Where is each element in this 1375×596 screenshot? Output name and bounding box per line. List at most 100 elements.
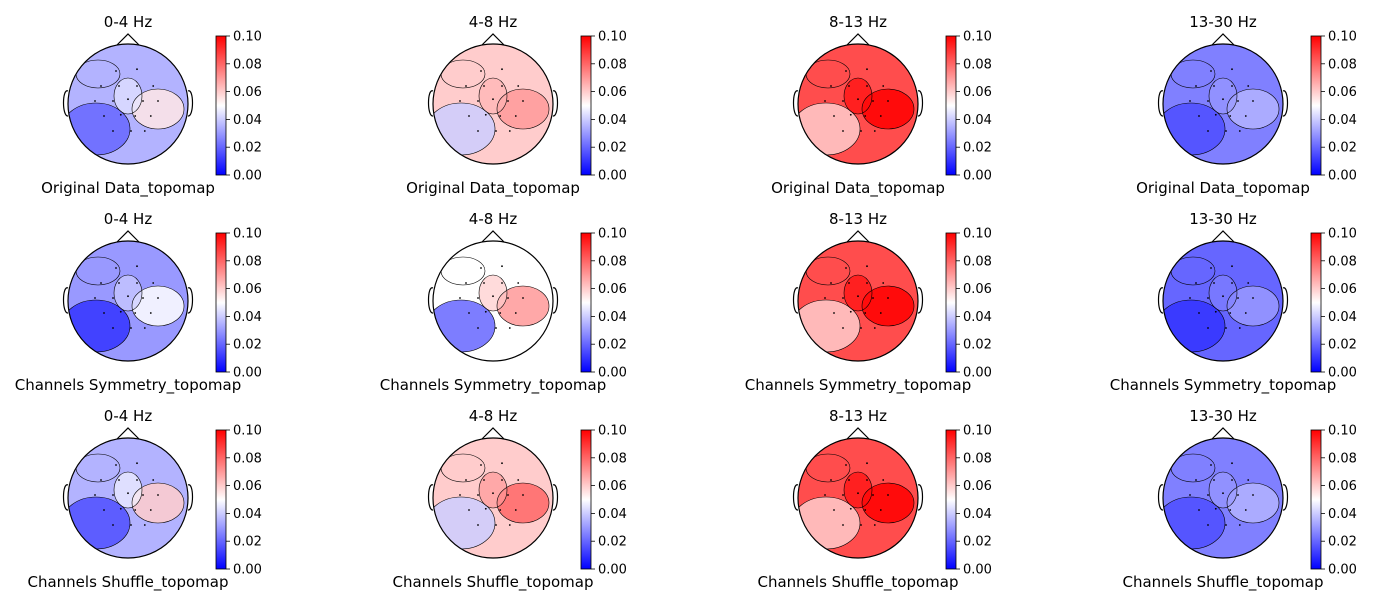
sensor-dot xyxy=(830,479,832,481)
contour-line xyxy=(1208,77,1238,115)
colorbar-tick-label: 0.02 xyxy=(963,338,992,353)
sensor-dot xyxy=(517,85,520,87)
sensor-dot xyxy=(842,494,844,496)
sensor-dot xyxy=(130,524,132,526)
sensor-dot xyxy=(149,312,152,314)
topomap-center-region xyxy=(844,275,872,311)
row-label: Original Data_topomap xyxy=(1136,179,1310,198)
sensor-dot xyxy=(1231,68,1233,71)
sensor-dot xyxy=(119,113,122,116)
contour-line xyxy=(861,482,915,524)
contour-line xyxy=(496,482,550,524)
sensor-dot xyxy=(833,509,835,511)
sensor-dot xyxy=(112,524,114,526)
right-ear-outline xyxy=(1282,484,1289,511)
sensor-dot xyxy=(866,479,868,481)
sensor-dot xyxy=(112,494,114,496)
sensor-dot xyxy=(142,297,144,299)
right-ear-outline xyxy=(1282,90,1289,117)
sensor-dot xyxy=(879,312,882,314)
colorbar-tick-label: 0.06 xyxy=(963,282,992,297)
sensor-dot xyxy=(127,492,129,495)
sensor-dot xyxy=(136,462,138,465)
band-title: 13-30 Hz xyxy=(1189,407,1257,425)
topomap-center-region xyxy=(844,78,872,114)
band-title: 0-4 Hz xyxy=(104,13,153,31)
sensor-dot xyxy=(522,297,524,299)
head-outline xyxy=(797,437,919,559)
colorbar-tick-label: 0.08 xyxy=(1328,254,1357,269)
topomap-panel: 4-8 Hz Original Data_topomap 0.00 0.02 0.04 0… xyxy=(406,13,627,198)
band-title: 8-13 Hz xyxy=(829,407,887,425)
sensor-dot xyxy=(1238,130,1241,132)
topomap-center-region xyxy=(479,275,507,311)
head-outline xyxy=(1162,43,1284,165)
sensor-dot xyxy=(112,297,114,299)
colorbar xyxy=(945,429,957,570)
sensor-dot xyxy=(501,85,503,87)
left-ear-outline xyxy=(427,90,434,117)
head-outline xyxy=(67,240,189,362)
topomap-field xyxy=(798,241,918,361)
topomap-high-region xyxy=(862,286,914,326)
topomap-field xyxy=(68,44,188,164)
sensor-dot xyxy=(1252,297,1254,299)
sensor-dot xyxy=(103,509,105,511)
sensor-dot xyxy=(845,464,847,466)
sensor-dot xyxy=(499,509,502,511)
sensor-dot xyxy=(857,492,859,495)
band-title: 13-30 Hz xyxy=(1189,210,1257,228)
sensor-dot xyxy=(483,85,485,87)
sensor-dot xyxy=(1225,130,1227,132)
colorbar-tick-label: 0.00 xyxy=(598,563,627,578)
sensor-dot xyxy=(842,327,844,329)
sensor-dot xyxy=(1213,282,1215,284)
colorbar-tick-label: 0.08 xyxy=(598,57,627,72)
topomap-center-region xyxy=(114,275,142,311)
colorbar-tick-label: 0.10 xyxy=(233,227,262,242)
sensor-dot xyxy=(879,115,882,117)
colorbar-tick-label: 0.04 xyxy=(598,507,627,522)
colorbar-tick-label: 0.08 xyxy=(963,57,992,72)
sensor-dot xyxy=(143,130,146,132)
sensor-dot xyxy=(882,479,885,481)
colorbar-tick-label: 0.00 xyxy=(233,169,262,184)
sensor-dot xyxy=(824,494,826,496)
topomap-center-region xyxy=(1209,472,1237,508)
sensor-dot xyxy=(1225,524,1227,526)
colorbar-tick-label: 0.10 xyxy=(1328,30,1357,45)
sensor-dot xyxy=(495,130,497,132)
sensor-dot xyxy=(1237,494,1239,496)
sensor-dot xyxy=(477,524,479,526)
left-ear-outline xyxy=(62,287,69,314)
sensor-dot xyxy=(103,312,105,314)
contour-line xyxy=(496,88,550,130)
contour-line xyxy=(131,285,185,327)
sensor-dot xyxy=(468,509,470,511)
sensor-dot xyxy=(1195,85,1197,87)
sensor-dot xyxy=(465,282,467,284)
sensor-dot xyxy=(845,70,847,72)
sensor-dot xyxy=(1195,479,1197,481)
colorbar-tick-label: 0.02 xyxy=(1328,535,1357,550)
sensor-dot xyxy=(1231,85,1233,87)
sensor-dot xyxy=(501,462,503,465)
colorbar-tick-label: 0.10 xyxy=(233,424,262,439)
sensor-dot xyxy=(860,130,862,132)
right-ear-outline xyxy=(917,90,924,117)
sensor-dot xyxy=(495,327,497,329)
sensor-dot xyxy=(507,100,509,102)
sensor-dot xyxy=(477,327,479,329)
colorbar-tick-label: 0.00 xyxy=(963,169,992,184)
sensor-dot xyxy=(149,115,152,117)
sensor-dot xyxy=(127,295,129,298)
topomap-panel: 13-30 Hz Original Data_topomap 0.00 0.02 0.0… xyxy=(1136,13,1357,198)
right-ear-outline xyxy=(187,484,194,511)
colorbar-tick-label: 0.02 xyxy=(1328,141,1357,156)
sensor-dot xyxy=(1222,492,1224,495)
topomap-panel: 0-4 Hz Channels Shuffle_topomap 0.00 0.02 0.… xyxy=(27,407,261,592)
topomap-center-region xyxy=(479,472,507,508)
sensor-dot xyxy=(864,509,867,511)
band-title: 13-30 Hz xyxy=(1189,13,1257,31)
